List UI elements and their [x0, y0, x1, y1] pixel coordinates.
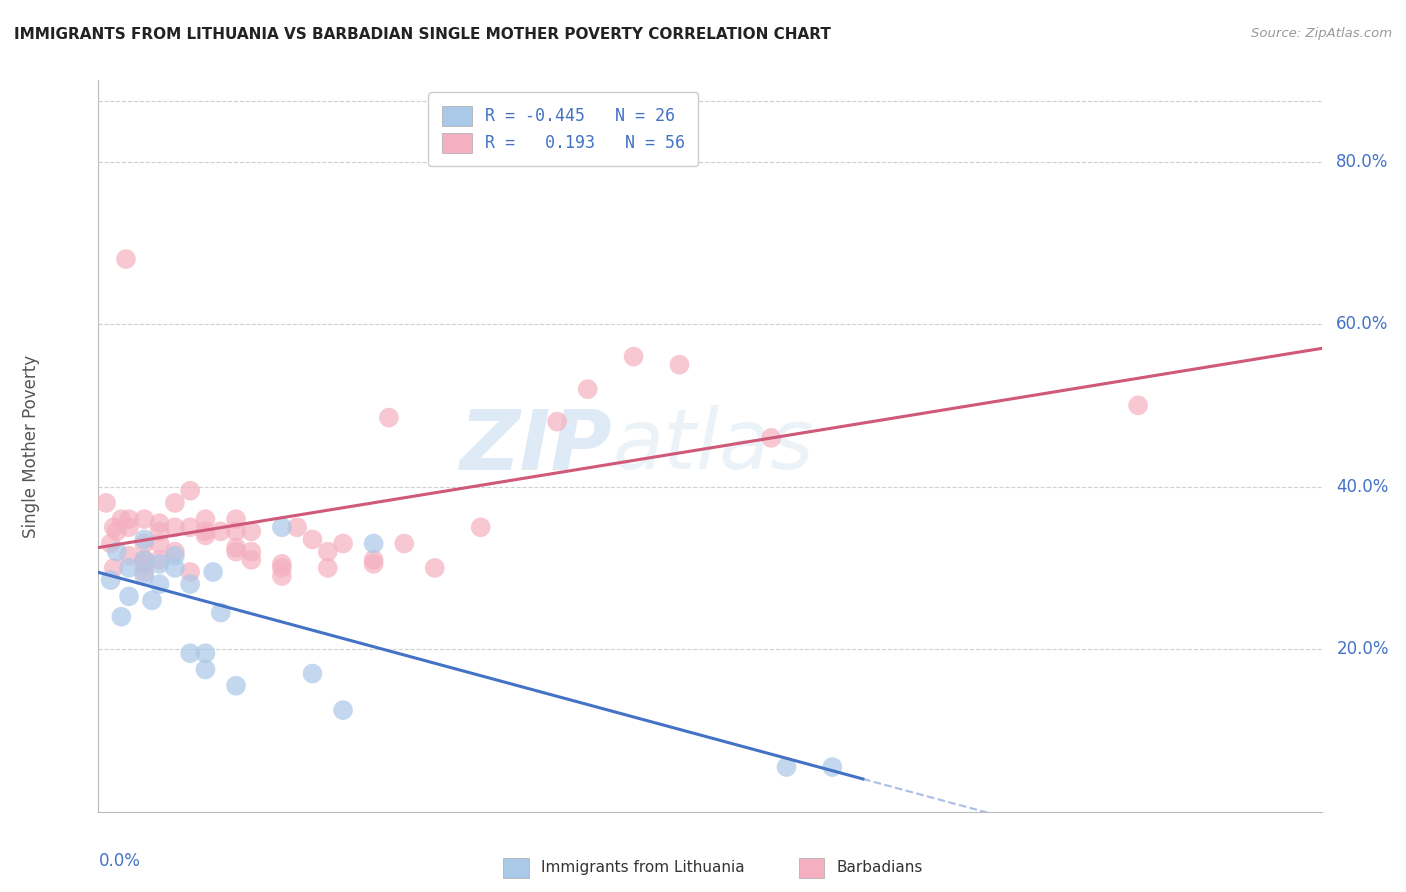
Text: Immigrants from Lithuania: Immigrants from Lithuania	[541, 860, 745, 874]
Point	[100, 573, 122, 587]
Text: IMMIGRANTS FROM LITHUANIA VS BARBADIAN SINGLE MOTHER POVERTY CORRELATION CHART: IMMIGRANTS FROM LITHUANIA VS BARBADIAN S…	[14, 27, 831, 42]
Point	[623, 350, 645, 364]
Point	[576, 382, 599, 396]
Point	[332, 703, 354, 717]
Text: ZIP: ZIP	[460, 406, 612, 486]
Point	[363, 536, 385, 550]
Point	[194, 528, 217, 542]
Point	[240, 524, 263, 539]
Point	[240, 553, 263, 567]
Point	[149, 553, 172, 567]
Point	[149, 557, 172, 571]
Point	[118, 549, 141, 563]
Point	[134, 512, 156, 526]
Point	[332, 536, 354, 550]
Point	[105, 524, 128, 539]
Point	[775, 760, 797, 774]
Point	[316, 544, 339, 558]
Point	[546, 415, 568, 429]
Point	[179, 565, 201, 579]
Point	[301, 533, 323, 547]
Point	[759, 431, 782, 445]
Point	[423, 561, 446, 575]
Point	[149, 516, 172, 531]
Point	[194, 646, 217, 660]
Point	[115, 252, 138, 266]
Text: Single Mother Poverty: Single Mother Poverty	[22, 354, 41, 538]
Point	[149, 524, 172, 539]
Point	[118, 590, 141, 604]
Point	[392, 536, 416, 550]
Point	[179, 520, 201, 534]
Point	[134, 557, 156, 571]
Point	[141, 593, 163, 607]
Point	[225, 524, 247, 539]
Point	[225, 679, 247, 693]
Text: 20.0%: 20.0%	[1336, 640, 1389, 658]
Point	[240, 544, 263, 558]
Point	[103, 520, 125, 534]
Legend: R = -0.445   N = 26, R =   0.193   N = 56: R = -0.445 N = 26, R = 0.193 N = 56	[429, 92, 699, 166]
Point	[110, 512, 132, 526]
Point	[470, 520, 492, 534]
Point	[285, 520, 308, 534]
Point	[163, 561, 186, 575]
Point	[134, 553, 156, 567]
Point	[100, 536, 122, 550]
Point	[209, 524, 232, 539]
Point	[270, 561, 294, 575]
Point	[225, 544, 247, 558]
Point	[225, 541, 247, 555]
Point	[149, 577, 172, 591]
Point	[118, 520, 141, 534]
Point	[94, 496, 117, 510]
Point	[179, 483, 201, 498]
Point	[194, 524, 217, 539]
Point	[110, 609, 132, 624]
Point	[209, 606, 232, 620]
Point	[270, 569, 294, 583]
Point	[301, 666, 323, 681]
Point	[270, 520, 294, 534]
Point	[103, 561, 125, 575]
Point	[134, 565, 156, 579]
Point	[134, 536, 156, 550]
Point	[134, 569, 156, 583]
Point	[163, 549, 186, 563]
Point	[194, 512, 217, 526]
Text: Source: ZipAtlas.com: Source: ZipAtlas.com	[1251, 27, 1392, 40]
Point	[134, 553, 156, 567]
Point	[118, 561, 141, 575]
Point	[225, 512, 247, 526]
Point	[163, 496, 186, 510]
Point	[270, 557, 294, 571]
Point	[149, 536, 172, 550]
Point	[163, 544, 186, 558]
Point	[179, 577, 201, 591]
Point	[668, 358, 690, 372]
Text: 80.0%: 80.0%	[1336, 153, 1389, 170]
Point	[821, 760, 844, 774]
Text: 40.0%: 40.0%	[1336, 477, 1389, 496]
Text: atlas: atlas	[612, 406, 814, 486]
Point	[378, 410, 401, 425]
Point	[105, 544, 128, 558]
Text: Barbadians: Barbadians	[837, 860, 922, 874]
Point	[316, 561, 339, 575]
Point	[202, 565, 225, 579]
Text: 0.0%: 0.0%	[98, 852, 141, 870]
Point	[194, 663, 217, 677]
Point	[363, 553, 385, 567]
Point	[163, 520, 186, 534]
Point	[134, 533, 156, 547]
Point	[179, 646, 201, 660]
Text: 60.0%: 60.0%	[1336, 315, 1389, 333]
Point	[363, 557, 385, 571]
Point	[1128, 398, 1150, 412]
Point	[118, 512, 141, 526]
